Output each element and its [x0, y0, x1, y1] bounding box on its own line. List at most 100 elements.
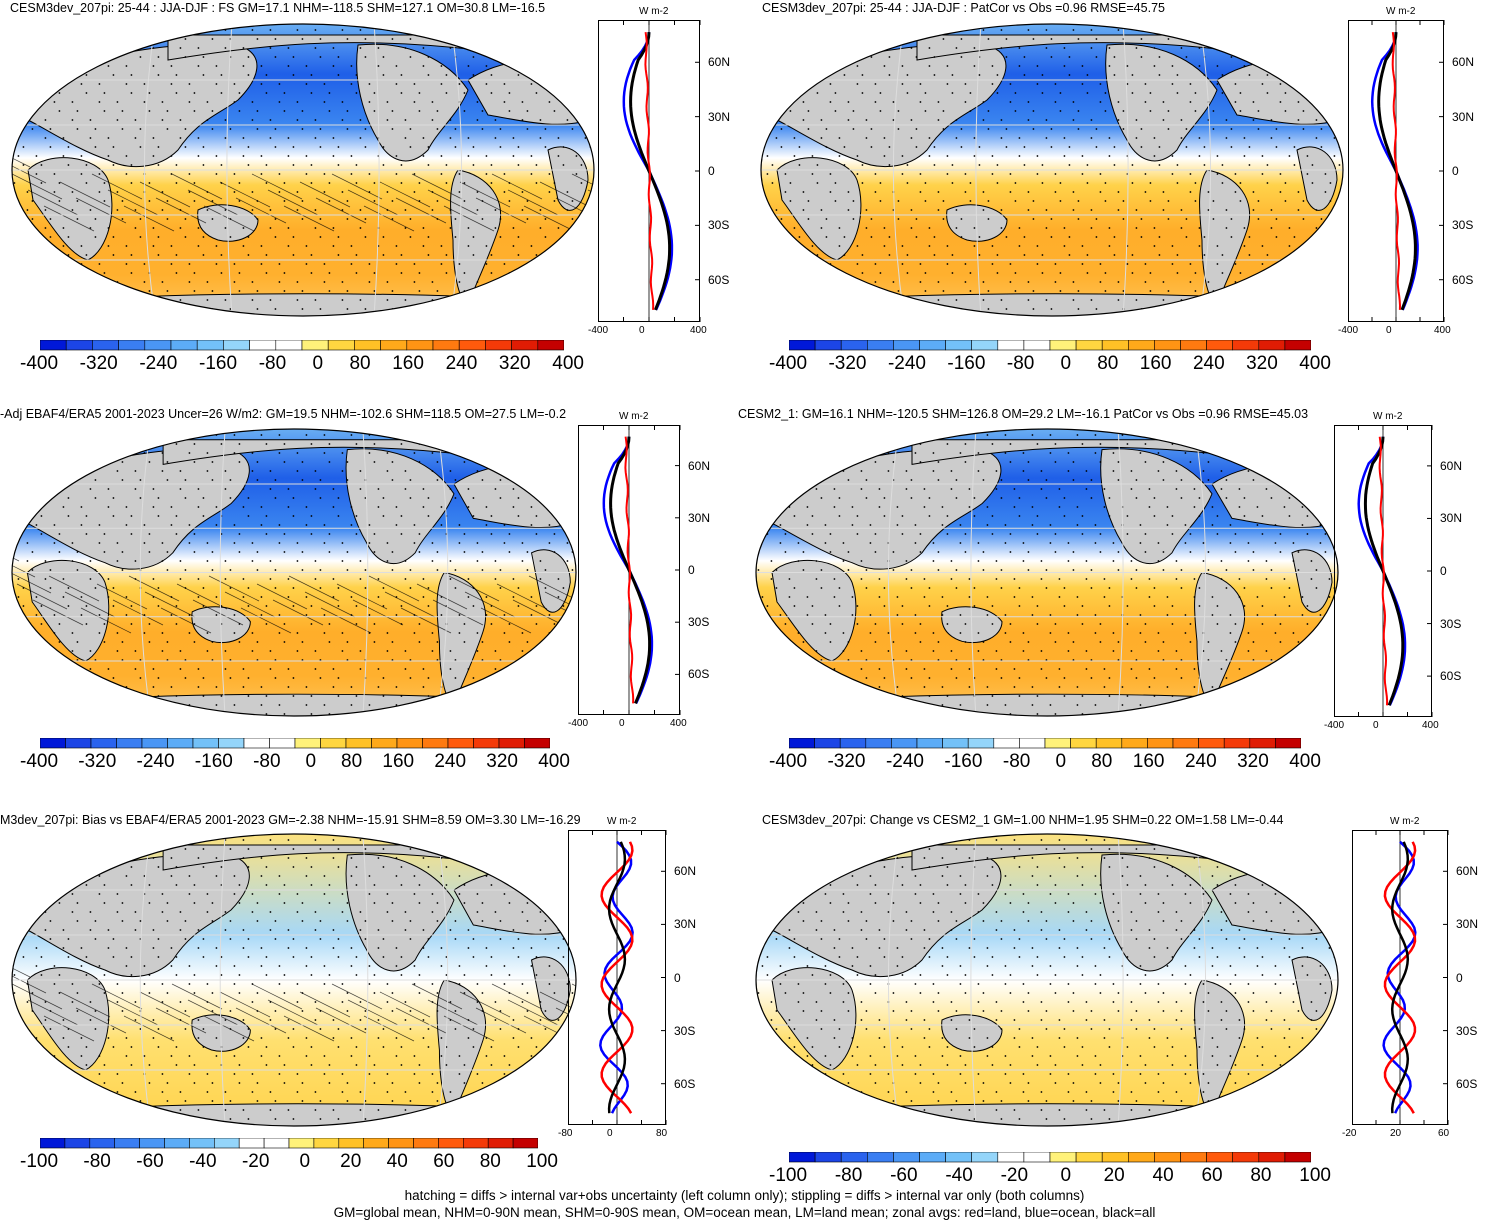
colorbar-swatch: [1121, 738, 1148, 749]
stippling: [13, 434, 576, 715]
zonal-x-tick-label: 0: [639, 325, 645, 336]
panel-title: -Adj EBAF4/ERA5 2001-2023 Uncer=26 W/m2:…: [0, 407, 567, 421]
colorbar-swatch: [1154, 1152, 1181, 1163]
zonal-land-line: [600, 841, 634, 1114]
colorbar-swatch: [1232, 340, 1260, 351]
colorbar-tick-label: -160: [194, 751, 233, 772]
colorbar-tick-label: -80: [83, 1151, 111, 1172]
map-field: [756, 834, 1338, 1126]
colorbar-swatch: [320, 738, 347, 749]
colorbar: [789, 340, 1311, 351]
colorbar-swatch: [473, 738, 500, 749]
colorbar-swatch: [447, 738, 474, 749]
colorbar-swatch: [218, 738, 245, 749]
colorbar-swatch: [167, 738, 194, 749]
colorbar-swatch: [814, 1152, 842, 1163]
colorbar-tick-label: -400: [20, 353, 59, 374]
colorbar-swatch: [1127, 1152, 1155, 1163]
land-mass: [1194, 571, 1246, 706]
colorbar-tick-label: -80: [834, 1165, 863, 1186]
colorbar-swatch: [354, 340, 381, 351]
colorbar-tick-label: 0: [1060, 1165, 1072, 1186]
land-mass: [1296, 146, 1338, 211]
colorbar-swatch: [40, 1138, 66, 1149]
colorbar-swatch: [971, 340, 999, 351]
colorbar-tick-label: -80: [258, 353, 287, 374]
latitude-label: 60S: [688, 667, 710, 682]
colorbar-swatch: [1070, 738, 1097, 749]
land-mass: [26, 559, 110, 662]
land-mass: [345, 853, 455, 972]
colorbar-tick-label: 0: [1060, 353, 1072, 374]
zonal-x-tick-label: 0: [619, 718, 625, 729]
colorbar-swatch: [40, 340, 67, 351]
colorbar-tick-label: 0: [312, 353, 324, 374]
colorbar-tick-label: 0: [299, 1151, 311, 1172]
zonal-unit-label: W m-2: [1373, 411, 1403, 422]
colorbar-tick-label: -160: [947, 353, 986, 374]
colorbar-tick-label: -60: [890, 1165, 918, 1186]
graticule: [12, 834, 576, 1126]
colorbar-swatch: [1249, 738, 1276, 749]
colorbar-swatch: [1284, 340, 1311, 351]
colorbar-swatch: [288, 1138, 315, 1149]
colorbar-labels: -400 -320 -240 -160 -80 0 80 160 240 320 400: [769, 752, 1321, 772]
colorbar-labels: -400 -320 -240 -160 -80 0 80 160 240 320 400: [20, 752, 570, 772]
colorbar-swatch: [380, 340, 408, 351]
latitude-label: 30N: [1452, 109, 1475, 124]
colorbar-swatch: [1075, 1152, 1103, 1163]
colorbar-swatch: [1023, 1152, 1051, 1163]
colorbar-labels: -100 -80 -60 -40 -20 0 20 40 60 80 100: [769, 1166, 1331, 1186]
colorbar-swatch: [997, 1152, 1025, 1163]
colorbar-swatch: [1198, 738, 1225, 749]
graticule: [12, 429, 576, 716]
colorbar-tick-label: 320: [1237, 751, 1269, 772]
colorbar-swatch: [462, 1138, 489, 1149]
colorbar-tick-label: -80: [1006, 353, 1035, 374]
colorbar-swatch: [338, 1138, 364, 1149]
land-mass: [345, 448, 455, 564]
colorbar-tick-label: 160: [382, 751, 415, 772]
colorbar-swatch: [867, 1152, 894, 1163]
colorbar-swatch: [388, 1138, 414, 1149]
colorbar-swatch: [916, 738, 943, 749]
colorbar-swatch: [118, 340, 146, 351]
world-map: [755, 428, 1339, 717]
colorbar-swatch: [1232, 1152, 1260, 1163]
colorbar-swatch: [1206, 1152, 1234, 1163]
zonal-x-tick-label: 80: [656, 1128, 668, 1139]
colorbar-swatch: [40, 738, 66, 749]
colorbar-tick-label: 320: [498, 353, 531, 374]
colorbar-swatch: [196, 340, 224, 351]
colorbar-swatch: [371, 738, 398, 749]
colorbar-swatch: [891, 738, 918, 749]
latitude-label: 60S: [708, 272, 730, 287]
colorbar-swatch: [1206, 340, 1234, 351]
colorbar-swatch: [116, 738, 143, 749]
land-mass: [776, 43, 1007, 168]
land-mass: [547, 146, 589, 211]
zonal-unit-label: W m-2: [619, 411, 649, 422]
map-field: [12, 429, 576, 716]
colorbar-swatch: [90, 738, 117, 749]
land-mass: [1194, 979, 1246, 1116]
land-mass: [776, 157, 862, 261]
zonal-x-tick-label: -400: [588, 325, 609, 336]
footer-line-2: GM=global mean, NHM=0-90N mean, SHM=0-90…: [333, 1205, 1156, 1220]
colorbar-tick-label: 80: [479, 1151, 501, 1172]
colorbar-tick-label: 100: [526, 1151, 558, 1172]
colorbar-swatch: [141, 738, 168, 749]
colorbar-swatch: [223, 340, 250, 351]
land-mass: [530, 956, 571, 1021]
map-field: [756, 429, 1338, 716]
world-map: [11, 833, 577, 1127]
colorbar-swatch: [345, 738, 372, 749]
latitude-label: 30N: [708, 109, 731, 124]
world-map: [755, 833, 1339, 1127]
colorbar-tick-label: 240: [434, 751, 467, 772]
colorbar-tick-label: 160: [1139, 353, 1172, 374]
latitude-label: 30S: [1456, 1023, 1478, 1038]
latitude-label: 60N: [1456, 864, 1479, 879]
world-map: [760, 23, 1344, 317]
zonal-x-tick-label: -400: [1324, 720, 1345, 731]
